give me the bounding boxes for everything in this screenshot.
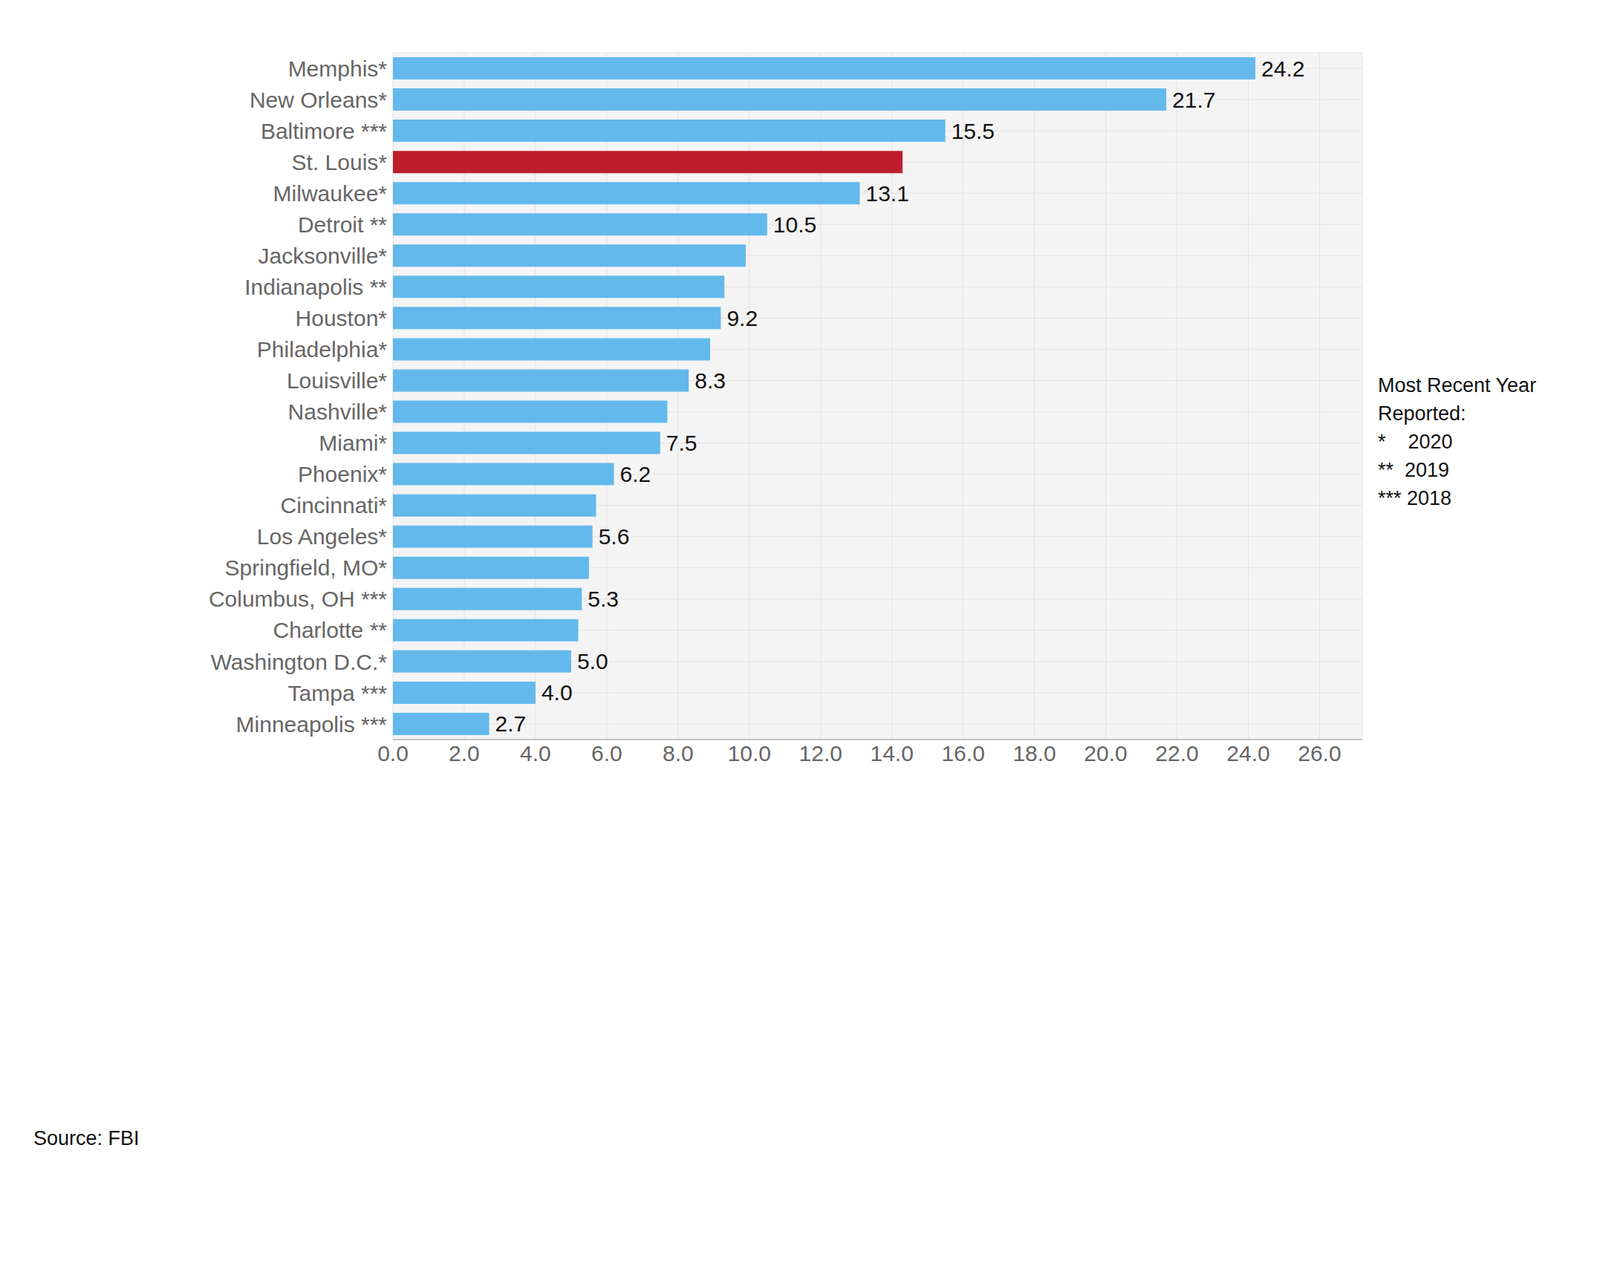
svg-text:12.0: 12.0 <box>799 741 843 766</box>
svg-text:6.2: 6.2 <box>619 462 651 487</box>
svg-text:4.0: 4.0 <box>541 680 573 705</box>
svg-text:Jacksonville*: Jacksonville* <box>258 243 388 269</box>
svg-text:5.6: 5.6 <box>598 524 630 549</box>
svg-text:Washington D.C.*: Washington D.C.* <box>210 649 388 675</box>
svg-text:9.2: 9.2 <box>726 306 758 331</box>
svg-text:Philadelphia*: Philadelphia* <box>257 337 388 362</box>
svg-text:24.2: 24.2 <box>1261 56 1305 81</box>
svg-text:15.5: 15.5 <box>951 118 995 144</box>
svg-text:14.0: 14.0 <box>869 741 913 766</box>
svg-text:20.0: 20.0 <box>1083 741 1127 766</box>
svg-text:24.0: 24.0 <box>1226 741 1270 766</box>
svg-text:St. Louis*: St. Louis* <box>291 150 388 175</box>
html-text:Source: FBI: Source: FBI <box>33 1127 140 1150</box>
svg-text:7.5: 7.5 <box>666 430 698 456</box>
svg-text:Nashville*: Nashville* <box>288 399 388 425</box>
svg-text:Los Angeles*: Los Angeles* <box>257 524 388 549</box>
svg-text:Houston*: Houston* <box>295 306 388 331</box>
svg-text:Charlotte **: Charlotte ** <box>273 618 388 643</box>
svg-text:Miami*: Miami* <box>318 430 388 456</box>
svg-text:Phoenix*: Phoenix* <box>297 462 388 487</box>
svg-text:10.5: 10.5 <box>773 212 817 237</box>
html-text:Reported:: Reported: <box>1377 402 1466 425</box>
svg-text:Detroit **: Detroit ** <box>297 212 388 237</box>
svg-text:5.0: 5.0 <box>577 649 609 674</box>
svg-text:Springfield, MO*: Springfield, MO* <box>225 555 388 581</box>
svg-text:Louisville*: Louisville* <box>286 368 388 393</box>
svg-text:18.0: 18.0 <box>1012 741 1056 766</box>
html-text:** 2019: ** 2019 <box>1377 459 1450 482</box>
svg-text:4.0: 4.0 <box>519 741 552 766</box>
svg-text:5.3: 5.3 <box>587 586 619 612</box>
svg-text:2.0: 2.0 <box>448 741 480 766</box>
svg-text:Indianapolis **: Indianapolis ** <box>244 274 388 300</box>
svg-text:2.7: 2.7 <box>495 711 527 737</box>
svg-text:Milwaukee*: Milwaukee* <box>273 181 388 206</box>
svg-text:Cincinnati*: Cincinnati* <box>280 493 388 518</box>
svg-text:8.0: 8.0 <box>662 741 694 766</box>
svg-text:26.0: 26.0 <box>1297 741 1341 766</box>
svg-text:Tampa ***: Tampa *** <box>288 681 388 706</box>
svg-text:10.0: 10.0 <box>727 741 772 766</box>
svg-text:8.3: 8.3 <box>694 368 726 393</box>
svg-text:Baltimore ***: Baltimore *** <box>260 118 388 144</box>
svg-text:Minneapolis ***: Minneapolis *** <box>236 712 388 737</box>
svg-text:16.0: 16.0 <box>941 741 985 766</box>
svg-text:13.1: 13.1 <box>866 181 910 206</box>
svg-text:21.7: 21.7 <box>1172 87 1216 113</box>
svg-text:Memphis*: Memphis* <box>288 56 388 81</box>
svg-text:6.0: 6.0 <box>591 741 623 766</box>
svg-text:22.0: 22.0 <box>1155 741 1199 766</box>
html-text:Most Recent Year: Most Recent Year <box>1377 374 1537 397</box>
svg-text:Columbus, OH ***: Columbus, OH *** <box>208 586 388 612</box>
svg-text:0.0: 0.0 <box>377 741 409 766</box>
svg-text:New Orleans*: New Orleans* <box>249 87 388 113</box>
html-text:*** 2018: *** 2018 <box>1377 487 1452 510</box>
html-text:* 2020: * 2020 <box>1377 430 1453 454</box>
